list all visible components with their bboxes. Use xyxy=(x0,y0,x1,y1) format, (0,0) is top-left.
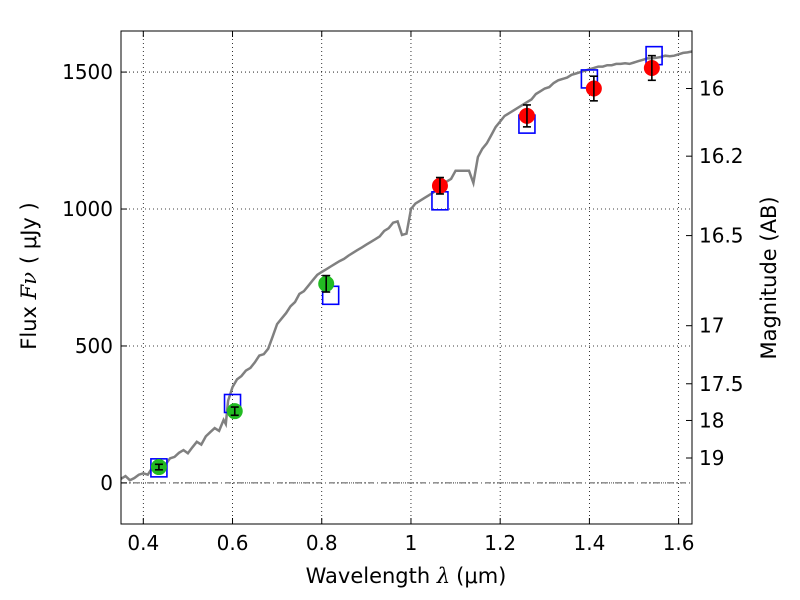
y2-axis-label: Magnitude (AB) xyxy=(757,196,781,359)
plot-frame xyxy=(120,30,693,525)
optical-observed-points xyxy=(150,274,335,476)
y-tick-label: 500 xyxy=(75,334,113,358)
y2-tick-label: 18 xyxy=(699,408,724,432)
x-axis-ticks: 0.4 0.6 0.8 1 1.2 1.4 1.6 xyxy=(127,31,695,555)
model-spectrum-line xyxy=(120,50,693,482)
y-tick-label: 0 xyxy=(100,471,113,495)
y-tick-label: 1000 xyxy=(62,197,113,221)
model-band-square xyxy=(150,458,168,478)
y2-tick-label: 16 xyxy=(699,77,724,101)
y-tick-label: 1500 xyxy=(62,60,113,84)
plot-area xyxy=(120,45,693,482)
y-axis-label: Flux Fν( μJy ) xyxy=(17,202,41,349)
x-tick-label: 0.4 xyxy=(127,531,159,555)
x-tick-label: 1.4 xyxy=(573,531,605,555)
y-axis-ticks: 0 500 1000 1500 xyxy=(62,60,127,495)
x-tick-label: 1.6 xyxy=(663,531,695,555)
y2-axis-ticks: 16 16.2 16.5 17 17.5 18 19 xyxy=(686,77,744,470)
x-tick-label: 0.6 xyxy=(217,531,249,555)
x-tick-label: 0.8 xyxy=(306,531,338,555)
x-tick-label: 1 xyxy=(405,531,418,555)
y2-tick-label: 17 xyxy=(699,314,724,338)
y2-tick-label: 16.5 xyxy=(699,224,744,248)
x-axis-label: Wavelength λ (μm) xyxy=(306,564,507,588)
nir-observed-points xyxy=(431,54,660,195)
y2-tick-label: 17.5 xyxy=(699,372,744,396)
y2-tick-label: 16.2 xyxy=(699,144,744,168)
x-tick-label: 1.2 xyxy=(484,531,516,555)
y2-tick-label: 19 xyxy=(699,446,724,470)
